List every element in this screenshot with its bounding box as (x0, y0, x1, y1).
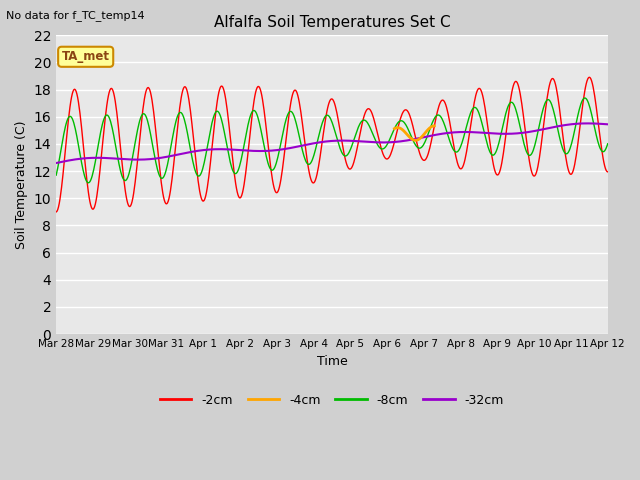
Y-axis label: Soil Temperature (C): Soil Temperature (C) (15, 120, 28, 249)
X-axis label: Time: Time (317, 355, 348, 368)
Text: No data for f_TC_temp14: No data for f_TC_temp14 (6, 10, 145, 21)
Title: Alfalfa Soil Temperatures Set C: Alfalfa Soil Temperatures Set C (214, 15, 450, 30)
Legend: -2cm, -4cm, -8cm, -32cm: -2cm, -4cm, -8cm, -32cm (155, 389, 509, 411)
Text: TA_met: TA_met (61, 50, 109, 63)
